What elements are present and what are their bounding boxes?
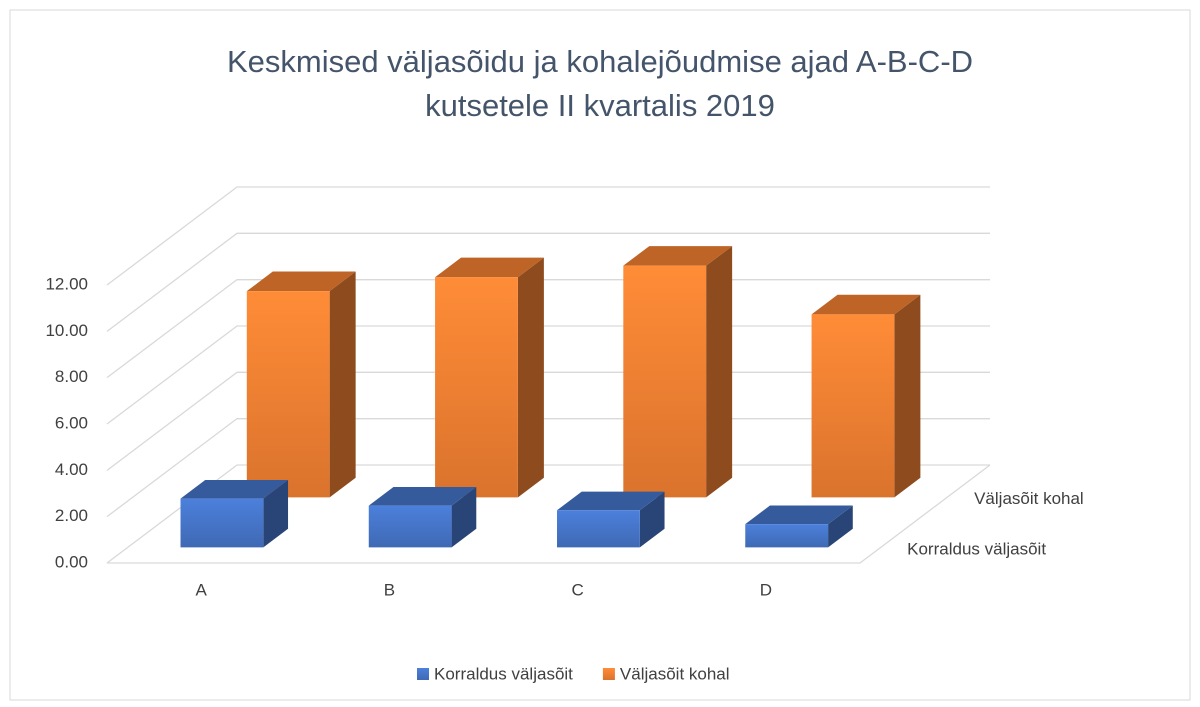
legend-swatch xyxy=(602,668,615,680)
bar-side xyxy=(329,271,356,498)
bar-top xyxy=(745,505,853,525)
depth-label: Väljasõit kohal xyxy=(974,489,1084,508)
chart-border xyxy=(9,9,1191,701)
legend-label: Väljasõit kohal xyxy=(620,664,730,683)
bar-top xyxy=(180,480,289,499)
bar-side xyxy=(451,487,477,548)
bar xyxy=(246,271,356,498)
bar-front xyxy=(180,498,264,548)
y-tick-label: 8.00 xyxy=(55,367,88,386)
y-tick-label: 12.00 xyxy=(45,274,88,293)
bar-side xyxy=(517,257,544,498)
legend-swatch xyxy=(417,668,429,680)
bar-front xyxy=(246,291,330,498)
depth-label: Korraldus väljasõit xyxy=(907,539,1046,558)
x-tick-label: B xyxy=(384,580,395,599)
floor-edge xyxy=(107,464,991,564)
bar-front xyxy=(745,524,829,548)
bar xyxy=(745,505,853,548)
legend-label: Korraldus väljasõit xyxy=(434,664,573,683)
grid-line xyxy=(106,464,990,564)
x-tick-label: D xyxy=(760,580,772,599)
bar-top xyxy=(435,257,544,278)
bar-side xyxy=(639,491,665,548)
y-tick-label: 10.00 xyxy=(45,321,88,340)
bar-front xyxy=(557,510,640,548)
bar-top xyxy=(557,491,665,511)
y-tick-label: 4.00 xyxy=(55,460,88,479)
bar xyxy=(623,246,733,498)
bar-side xyxy=(706,246,733,498)
grid-line xyxy=(106,418,990,518)
bar-front xyxy=(435,277,518,498)
y-tick-label: 6.00 xyxy=(55,413,88,432)
grid-line xyxy=(106,371,990,471)
bar-top xyxy=(368,487,477,506)
bar-front xyxy=(368,505,452,548)
y-tick-label: 2.00 xyxy=(55,506,88,525)
bar-front xyxy=(623,265,707,498)
bar xyxy=(811,294,921,498)
bar-top xyxy=(623,246,733,266)
x-tick-label: A xyxy=(195,580,207,599)
bar xyxy=(435,257,544,498)
bar-top xyxy=(811,294,921,315)
grid-line xyxy=(106,279,990,379)
bar-top xyxy=(246,271,356,292)
bar xyxy=(180,480,289,548)
chart-title: Keskmised väljasõidu ja kohalejõudmise a… xyxy=(226,44,974,123)
grid-line xyxy=(106,232,990,332)
bar-side xyxy=(828,505,853,548)
bar-side xyxy=(894,294,921,498)
bar-side xyxy=(263,480,289,548)
x-tick-label: C xyxy=(571,580,583,599)
bar xyxy=(368,487,477,548)
bar-front xyxy=(811,314,895,498)
y-tick-label: 0.00 xyxy=(55,552,88,571)
grid-line xyxy=(106,325,990,425)
bar xyxy=(557,491,665,548)
grid-line xyxy=(106,186,990,286)
